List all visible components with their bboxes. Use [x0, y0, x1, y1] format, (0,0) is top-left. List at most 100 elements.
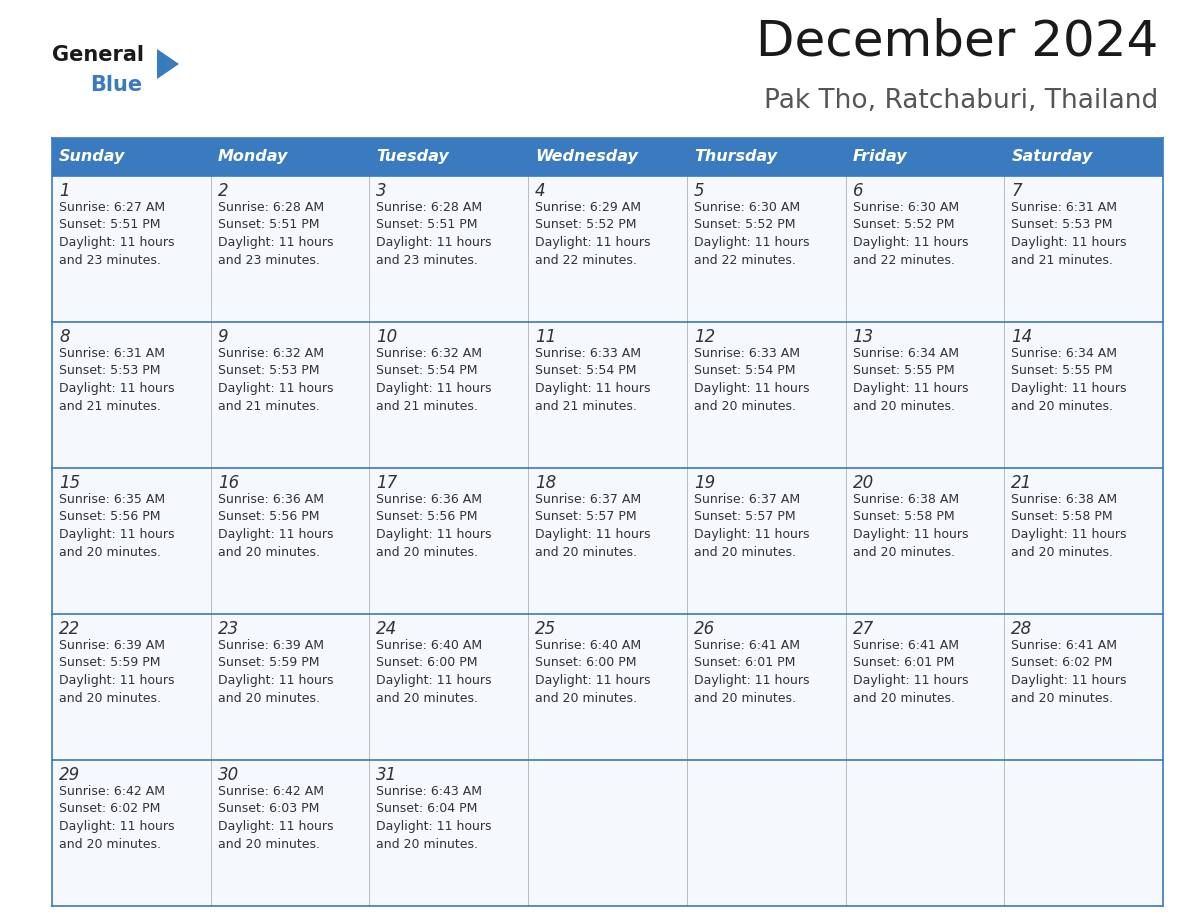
Text: Sunset: 5:52 PM: Sunset: 5:52 PM — [535, 218, 637, 231]
Text: and 20 minutes.: and 20 minutes. — [694, 691, 796, 704]
Bar — [846, 322, 1004, 468]
Bar — [529, 614, 687, 760]
Bar — [369, 468, 529, 614]
Text: Sunset: 5:53 PM: Sunset: 5:53 PM — [217, 364, 320, 377]
Text: Sunset: 5:51 PM: Sunset: 5:51 PM — [59, 218, 160, 231]
Text: December 2024: December 2024 — [756, 18, 1158, 66]
Text: and 20 minutes.: and 20 minutes. — [59, 691, 162, 704]
Text: Sunset: 5:56 PM: Sunset: 5:56 PM — [377, 510, 478, 523]
Text: Daylight: 11 hours: Daylight: 11 hours — [217, 674, 333, 687]
Text: Daylight: 11 hours: Daylight: 11 hours — [535, 674, 651, 687]
Text: Daylight: 11 hours: Daylight: 11 hours — [535, 236, 651, 249]
Text: Sunset: 5:58 PM: Sunset: 5:58 PM — [1011, 510, 1113, 523]
Text: and 21 minutes.: and 21 minutes. — [59, 399, 160, 412]
Text: Sunset: 5:52 PM: Sunset: 5:52 PM — [853, 218, 954, 231]
Text: Sunrise: 6:38 AM: Sunrise: 6:38 AM — [1011, 493, 1118, 506]
Text: and 21 minutes.: and 21 minutes. — [1011, 253, 1113, 266]
Text: and 23 minutes.: and 23 minutes. — [377, 253, 479, 266]
Bar — [210, 468, 369, 614]
Text: Sunrise: 6:33 AM: Sunrise: 6:33 AM — [535, 347, 642, 360]
Text: Sunrise: 6:31 AM: Sunrise: 6:31 AM — [59, 347, 165, 360]
Text: Sunset: 6:04 PM: Sunset: 6:04 PM — [377, 802, 478, 815]
Text: Sunrise: 6:34 AM: Sunrise: 6:34 AM — [853, 347, 959, 360]
Text: and 20 minutes.: and 20 minutes. — [217, 837, 320, 850]
Text: 14: 14 — [1011, 328, 1032, 345]
Text: and 20 minutes.: and 20 minutes. — [853, 545, 955, 558]
Text: Sunrise: 6:43 AM: Sunrise: 6:43 AM — [377, 785, 482, 798]
Text: and 20 minutes.: and 20 minutes. — [59, 545, 162, 558]
Bar — [1004, 322, 1163, 468]
Text: Daylight: 11 hours: Daylight: 11 hours — [59, 528, 175, 541]
Text: Daylight: 11 hours: Daylight: 11 hours — [853, 236, 968, 249]
Text: and 20 minutes.: and 20 minutes. — [377, 691, 479, 704]
Text: Sunrise: 6:31 AM: Sunrise: 6:31 AM — [1011, 201, 1117, 214]
Text: Sunset: 6:02 PM: Sunset: 6:02 PM — [59, 802, 160, 815]
Text: Sunset: 5:51 PM: Sunset: 5:51 PM — [377, 218, 478, 231]
Text: Sunrise: 6:41 AM: Sunrise: 6:41 AM — [694, 639, 800, 652]
Bar — [210, 322, 369, 468]
Text: 25: 25 — [535, 620, 556, 637]
Text: 3: 3 — [377, 182, 387, 199]
Text: and 20 minutes.: and 20 minutes. — [377, 837, 479, 850]
Text: 4: 4 — [535, 182, 545, 199]
Text: Daylight: 11 hours: Daylight: 11 hours — [1011, 382, 1126, 395]
Text: and 20 minutes.: and 20 minutes. — [1011, 691, 1113, 704]
Text: Sunset: 5:51 PM: Sunset: 5:51 PM — [217, 218, 320, 231]
Text: Daylight: 11 hours: Daylight: 11 hours — [217, 528, 333, 541]
Text: and 22 minutes.: and 22 minutes. — [535, 253, 637, 266]
Bar — [687, 322, 846, 468]
Text: and 23 minutes.: and 23 minutes. — [217, 253, 320, 266]
Text: Daylight: 11 hours: Daylight: 11 hours — [59, 820, 175, 833]
Text: 1: 1 — [59, 182, 70, 199]
Bar — [369, 614, 529, 760]
Text: Sunset: 6:02 PM: Sunset: 6:02 PM — [1011, 656, 1113, 669]
Text: Daylight: 11 hours: Daylight: 11 hours — [535, 528, 651, 541]
Text: 21: 21 — [1011, 474, 1032, 491]
Text: Sunset: 5:55 PM: Sunset: 5:55 PM — [1011, 364, 1113, 377]
Text: Daylight: 11 hours: Daylight: 11 hours — [853, 382, 968, 395]
Text: 19: 19 — [694, 474, 715, 491]
Text: Friday: Friday — [853, 150, 908, 164]
Text: Sunrise: 6:38 AM: Sunrise: 6:38 AM — [853, 493, 959, 506]
Text: Daylight: 11 hours: Daylight: 11 hours — [217, 236, 333, 249]
Bar — [52, 614, 210, 760]
Text: 8: 8 — [59, 328, 70, 345]
Text: Sunset: 5:54 PM: Sunset: 5:54 PM — [535, 364, 637, 377]
Text: 22: 22 — [59, 620, 81, 637]
Text: Sunday: Sunday — [59, 150, 126, 164]
Bar — [846, 760, 1004, 906]
Bar — [52, 176, 210, 322]
Bar — [1004, 614, 1163, 760]
Text: Daylight: 11 hours: Daylight: 11 hours — [377, 528, 492, 541]
Text: and 20 minutes.: and 20 minutes. — [217, 691, 320, 704]
Text: and 20 minutes.: and 20 minutes. — [535, 545, 637, 558]
Bar — [210, 176, 369, 322]
Text: Sunrise: 6:36 AM: Sunrise: 6:36 AM — [377, 493, 482, 506]
Text: Daylight: 11 hours: Daylight: 11 hours — [1011, 674, 1126, 687]
Text: Daylight: 11 hours: Daylight: 11 hours — [59, 674, 175, 687]
Text: Sunrise: 6:40 AM: Sunrise: 6:40 AM — [377, 639, 482, 652]
Bar — [687, 468, 846, 614]
Text: Daylight: 11 hours: Daylight: 11 hours — [59, 236, 175, 249]
Text: Sunrise: 6:28 AM: Sunrise: 6:28 AM — [377, 201, 482, 214]
Text: and 23 minutes.: and 23 minutes. — [59, 253, 160, 266]
Polygon shape — [157, 49, 179, 79]
Text: Daylight: 11 hours: Daylight: 11 hours — [694, 236, 809, 249]
Text: 20: 20 — [853, 474, 874, 491]
Text: Sunrise: 6:30 AM: Sunrise: 6:30 AM — [853, 201, 959, 214]
Text: 6: 6 — [853, 182, 864, 199]
Text: Sunset: 5:54 PM: Sunset: 5:54 PM — [694, 364, 795, 377]
Text: Monday: Monday — [217, 150, 287, 164]
Text: Sunset: 5:52 PM: Sunset: 5:52 PM — [694, 218, 795, 231]
Text: Sunset: 6:01 PM: Sunset: 6:01 PM — [853, 656, 954, 669]
Bar — [529, 468, 687, 614]
Bar — [687, 760, 846, 906]
Text: Sunset: 5:57 PM: Sunset: 5:57 PM — [694, 510, 796, 523]
Text: 13: 13 — [853, 328, 874, 345]
Text: and 22 minutes.: and 22 minutes. — [853, 253, 954, 266]
Text: and 20 minutes.: and 20 minutes. — [535, 691, 637, 704]
Text: Sunrise: 6:32 AM: Sunrise: 6:32 AM — [377, 347, 482, 360]
Text: Sunrise: 6:41 AM: Sunrise: 6:41 AM — [1011, 639, 1117, 652]
Text: Daylight: 11 hours: Daylight: 11 hours — [853, 528, 968, 541]
Text: and 20 minutes.: and 20 minutes. — [217, 545, 320, 558]
